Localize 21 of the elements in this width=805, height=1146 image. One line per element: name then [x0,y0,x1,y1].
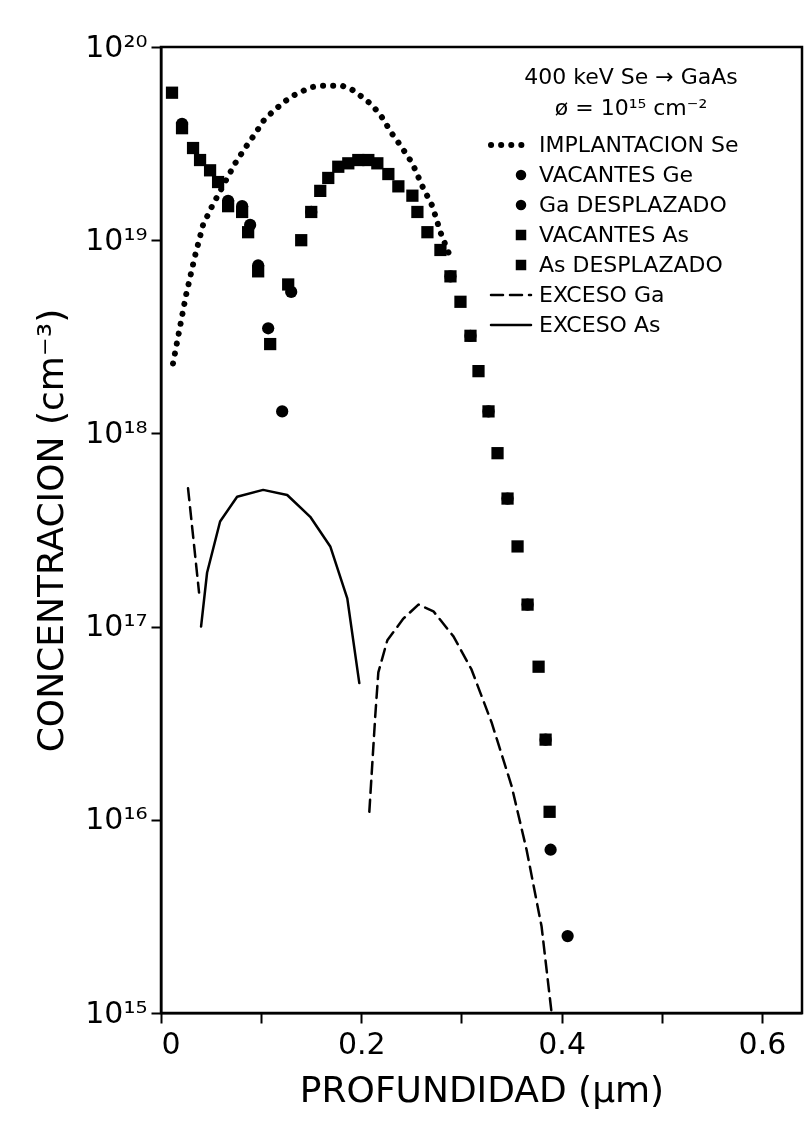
y-tick-label: 10¹⁸ [85,414,148,450]
x-tick-label: 0.6 [738,1025,787,1061]
legend-label: Ga DESPLAZADO [539,192,727,217]
legend-label: EXCESO Ga [539,282,665,307]
x-tick-label: 0.2 [337,1025,386,1061]
legend-label: EXCESO As [539,312,661,337]
y-tick-label: 10¹⁶ [85,801,148,837]
x-tick-label: 0.4 [538,1025,586,1061]
y-tick-label: 10¹⁹ [85,221,148,257]
x-tick-label: 0 [161,1025,181,1061]
annotation: 400 keV Se → GaAs [524,64,738,89]
legend-label: VACANTES As [539,222,689,247]
y-tick-label: 10¹⁵ [85,994,148,1030]
legend-label: VACANTES Ge [539,162,694,187]
y-axis-title: CONCENTRACION (cm⁻³) [30,308,72,753]
x-axis-title: PROFUNDIDAD (µm) [299,1068,665,1110]
annotation: ø = 10¹⁵ cm⁻² [554,95,708,120]
y-tick-label: 10²⁰ [85,28,148,64]
legend-label: As DESPLAZADO [539,252,723,277]
y-tick-label: 10¹⁷ [85,608,148,644]
legend-label: IMPLANTACION Se [539,132,739,157]
